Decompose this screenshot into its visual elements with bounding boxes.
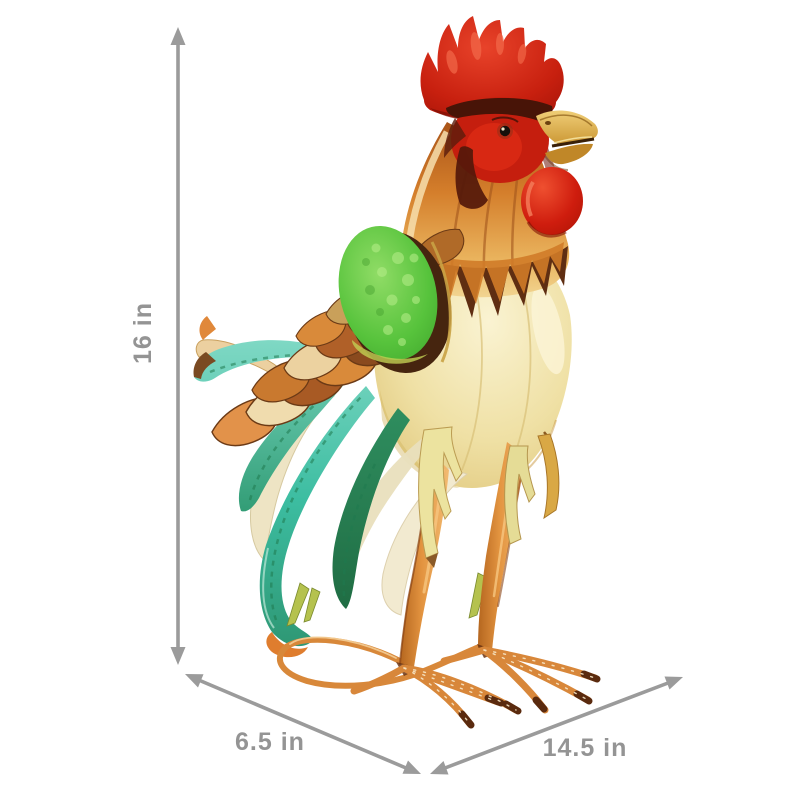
rooster-wattle (521, 167, 583, 238)
rooster-comb (420, 16, 564, 122)
rooster-saddle-feather (537, 433, 560, 520)
rooster-eye (491, 116, 519, 139)
depth-dimension-label: 6.5 in (235, 728, 305, 756)
width-dimension-arrow (430, 676, 683, 775)
rooster-legs (350, 442, 601, 729)
rooster-wing (207, 226, 468, 450)
height-dimension-label: 16 in (129, 302, 157, 364)
width-dimension-label: 14.5 in (543, 734, 628, 762)
rooster-thigh-tufts (418, 426, 536, 568)
dimension-annotations: 16 in 6.5 in 14.5 in (129, 27, 683, 775)
rooster-wing-green-patch (338, 226, 452, 373)
rooster-left-leg (350, 451, 522, 729)
rooster-statue (193, 16, 601, 729)
height-dimension-arrow (170, 27, 186, 665)
ground-wire-ring (277, 636, 482, 689)
rooster-beak (536, 110, 598, 171)
depth-dimension-arrow (185, 674, 421, 774)
rooster-head (420, 16, 598, 238)
